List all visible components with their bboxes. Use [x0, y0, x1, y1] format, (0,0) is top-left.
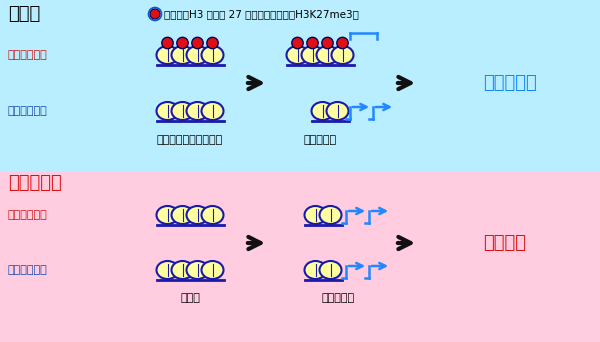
Ellipse shape [311, 102, 334, 120]
Ellipse shape [331, 46, 353, 64]
Ellipse shape [157, 206, 179, 224]
Ellipse shape [307, 37, 318, 49]
Bar [0, 171, 600, 342]
Ellipse shape [305, 206, 326, 224]
Text: 正常に発生: 正常に発生 [483, 74, 537, 92]
Ellipse shape [150, 9, 160, 19]
Text: 母方遷伝子座: 母方遷伝子座 [8, 210, 48, 220]
Ellipse shape [172, 206, 193, 224]
Text: 発生異常: 発生異常 [484, 234, 527, 252]
Text: 受精胚: 受精胚 [8, 5, 40, 23]
Ellipse shape [172, 261, 193, 279]
Ellipse shape [177, 37, 188, 49]
Ellipse shape [162, 37, 173, 49]
Ellipse shape [202, 102, 223, 120]
Ellipse shape [326, 102, 349, 120]
Ellipse shape [202, 206, 223, 224]
Ellipse shape [202, 46, 223, 64]
Ellipse shape [337, 37, 348, 49]
Ellipse shape [317, 46, 338, 64]
Bar [0, 0, 600, 171]
Ellipse shape [292, 37, 303, 49]
Ellipse shape [207, 37, 218, 49]
Ellipse shape [157, 261, 179, 279]
Ellipse shape [320, 261, 341, 279]
Ellipse shape [192, 37, 203, 49]
Text: 母方遷伝子座: 母方遷伝子座 [8, 50, 48, 60]
Ellipse shape [172, 102, 193, 120]
Text: 体細胞: 体細胞 [180, 293, 200, 303]
Ellipse shape [187, 261, 209, 279]
Ellipse shape [305, 261, 326, 279]
Text: 父方遷伝子座: 父方遷伝子座 [8, 106, 48, 116]
Text: ヒストンH3 リジン 27 のトリメチル化（H3K27me3）: ヒストンH3 リジン 27 のトリメチル化（H3K27me3） [164, 9, 359, 19]
Ellipse shape [157, 46, 179, 64]
Text: 父方遷伝子座: 父方遷伝子座 [8, 265, 48, 275]
Ellipse shape [322, 37, 333, 49]
Ellipse shape [157, 102, 179, 120]
Ellipse shape [302, 46, 323, 64]
Text: 着床前期胚: 着床前期胚 [322, 293, 355, 303]
Text: 配偶子（精子・卵子）: 配偶子（精子・卵子） [157, 135, 223, 145]
Text: 着床前期胚: 着床前期胚 [304, 135, 337, 145]
Ellipse shape [187, 102, 209, 120]
Ellipse shape [202, 261, 223, 279]
Ellipse shape [187, 46, 209, 64]
Text: クローン胚: クローン胚 [8, 174, 62, 192]
Ellipse shape [172, 46, 193, 64]
Ellipse shape [187, 206, 209, 224]
Ellipse shape [287, 46, 308, 64]
Ellipse shape [320, 206, 341, 224]
